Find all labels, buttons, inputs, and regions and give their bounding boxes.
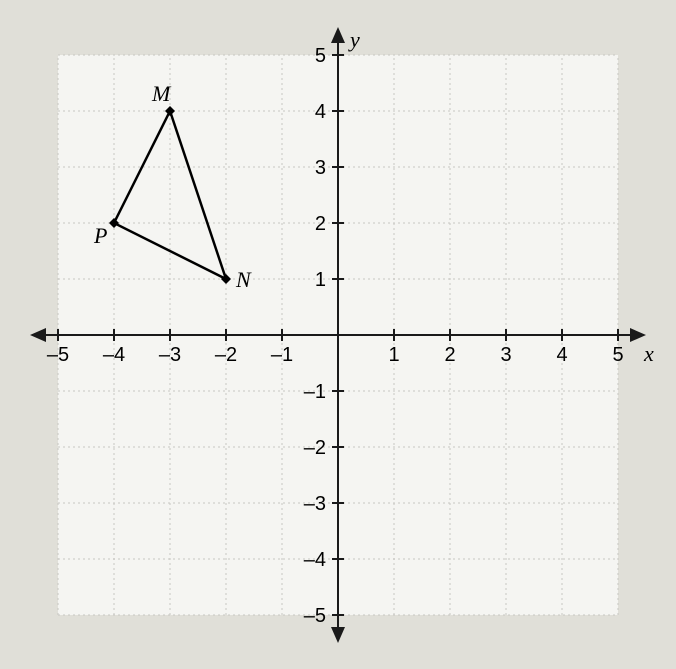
- y-axis-label: y: [348, 27, 360, 52]
- y-tick-label: 2: [315, 213, 326, 235]
- y-tick-label: 4: [315, 101, 326, 123]
- coordinate-chart: –5–4–3–2–112345–5–4–3–2–112345xyMNP: [18, 15, 658, 655]
- x-tick-label: –5: [47, 344, 69, 366]
- y-tick-label: 3: [315, 157, 326, 179]
- x-tick-label: –2: [215, 344, 237, 366]
- x-arrow-right: [630, 328, 646, 342]
- x-tick-label: 4: [556, 344, 567, 366]
- vertex-label-p: P: [93, 223, 107, 248]
- y-tick-label: 5: [315, 45, 326, 67]
- x-tick-label: –4: [103, 344, 125, 366]
- x-tick-label: 2: [444, 344, 455, 366]
- x-tick-label: 5: [612, 344, 623, 366]
- vertex-label-n: N: [235, 267, 252, 292]
- x-tick-label: –1: [271, 344, 293, 366]
- y-tick-label: –4: [304, 549, 326, 571]
- x-axis-label: x: [643, 341, 654, 366]
- x-tick-label: 1: [388, 344, 399, 366]
- y-tick-label: 1: [315, 269, 326, 291]
- x-tick-label: 3: [500, 344, 511, 366]
- x-tick-label: –3: [159, 344, 181, 366]
- y-arrow-up: [331, 27, 345, 43]
- vertex-label-m: M: [151, 81, 172, 106]
- grid-svg: –5–4–3–2–112345–5–4–3–2–112345xyMNP: [18, 15, 658, 655]
- y-tick-label: –3: [304, 493, 326, 515]
- y-tick-label: –5: [304, 605, 326, 627]
- x-arrow-left: [30, 328, 46, 342]
- y-arrow-down: [331, 627, 345, 643]
- y-tick-label: –2: [304, 437, 326, 459]
- y-tick-label: –1: [304, 381, 326, 403]
